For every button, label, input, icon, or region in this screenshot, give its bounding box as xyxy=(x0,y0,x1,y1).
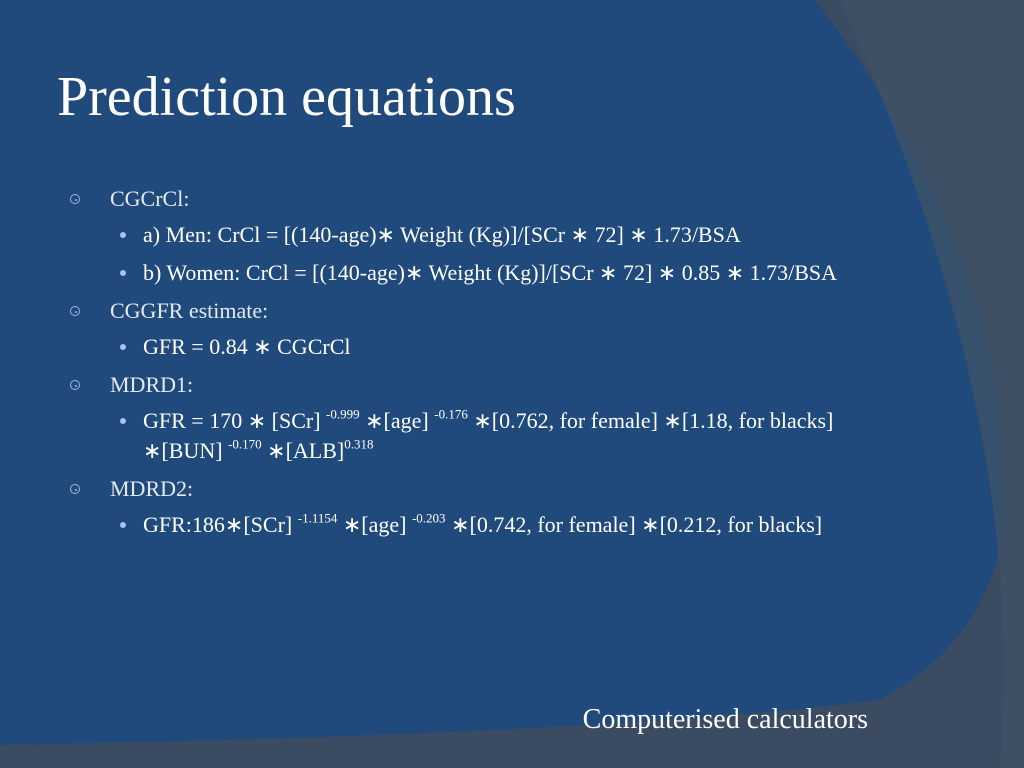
equation-text: GFR:186∗[SCr] xyxy=(143,512,298,537)
superscript: -1.1154 xyxy=(297,510,338,526)
bullet-label: CGGFR estimate: xyxy=(110,298,269,323)
bullet-item: CGGFR estimate: GFR = 0.84 ∗ CGCrCl xyxy=(66,296,876,362)
sub-list: a) Men: CrCl = [(140-age)∗ Weight (Kg)]/… xyxy=(110,220,876,288)
background-panel xyxy=(0,0,1006,745)
bullet-label: MDRD2: xyxy=(110,476,194,501)
sub-bullet-item: b) Women: CrCl = [(140-age)∗ Weight (Kg)… xyxy=(110,258,843,288)
sub-bullet-item: GFR = 0.84 ∗ CGCrCl xyxy=(110,332,843,362)
superscript: -0.999 xyxy=(326,406,360,422)
equation-text: GFR = 0.84 ∗ CGCrCl xyxy=(143,334,351,359)
background-accent xyxy=(840,0,1024,768)
bullet-item: MDRD2: GFR:186∗[SCr] -1.1154 ∗[age] -0.20… xyxy=(66,474,876,540)
slide-title: Prediction equations xyxy=(57,66,516,128)
footer-text: Computerised calculators xyxy=(582,704,868,735)
superscript: 0.318 xyxy=(344,436,374,452)
bullet-item: CGCrCl: a) Men: CrCl = [(140-age)∗ Weight… xyxy=(66,184,876,288)
bullet-label: CGCrCl: xyxy=(110,186,190,211)
sub-list: GFR = 170 ∗ [SCr] -0.999 ∗[age] -0.176 ∗… xyxy=(110,406,876,466)
sub-bullet-item: GFR:186∗[SCr] -1.1154 ∗[age] -0.203 ∗[0.… xyxy=(110,510,843,540)
equation-text: ∗[0.742, for female] ∗[0.212, for blacks… xyxy=(445,512,823,537)
equation-text: GFR = 170 ∗ [SCr] xyxy=(143,408,327,433)
superscript: -0.170 xyxy=(228,436,262,452)
equation-text: b) Women: CrCl = [(140-age)∗ Weight (Kg)… xyxy=(143,260,838,285)
equation-text: ∗[0.762, for female] ∗[1.18, for blacks]… xyxy=(143,408,834,463)
equation-text: ∗[age] xyxy=(337,512,412,537)
bullet-item: MDRD1: GFR = 170 ∗ [SCr] -0.999 ∗[age] -0… xyxy=(66,370,876,466)
equation-text: ∗[age] xyxy=(359,408,435,433)
bullet-label: MDRD1: xyxy=(110,372,194,397)
sub-bullet-item: GFR = 170 ∗ [SCr] -0.999 ∗[age] -0.176 ∗… xyxy=(110,406,843,466)
superscript: -0.176 xyxy=(434,406,468,422)
sub-list: GFR = 0.84 ∗ CGCrCl xyxy=(110,332,876,362)
sub-bullet-item: a) Men: CrCl = [(140-age)∗ Weight (Kg)]/… xyxy=(110,220,843,250)
bullet-list: CGCrCl: a) Men: CrCl = [(140-age)∗ Weight… xyxy=(66,184,876,548)
equation-text: ∗[ALB] xyxy=(261,438,345,463)
superscript: -0.203 xyxy=(411,510,446,526)
equation-text: a) Men: CrCl = [(140-age)∗ Weight (Kg)]/… xyxy=(143,222,741,247)
sub-list: GFR:186∗[SCr] -1.1154 ∗[age] -0.203 ∗[0.… xyxy=(110,510,876,540)
